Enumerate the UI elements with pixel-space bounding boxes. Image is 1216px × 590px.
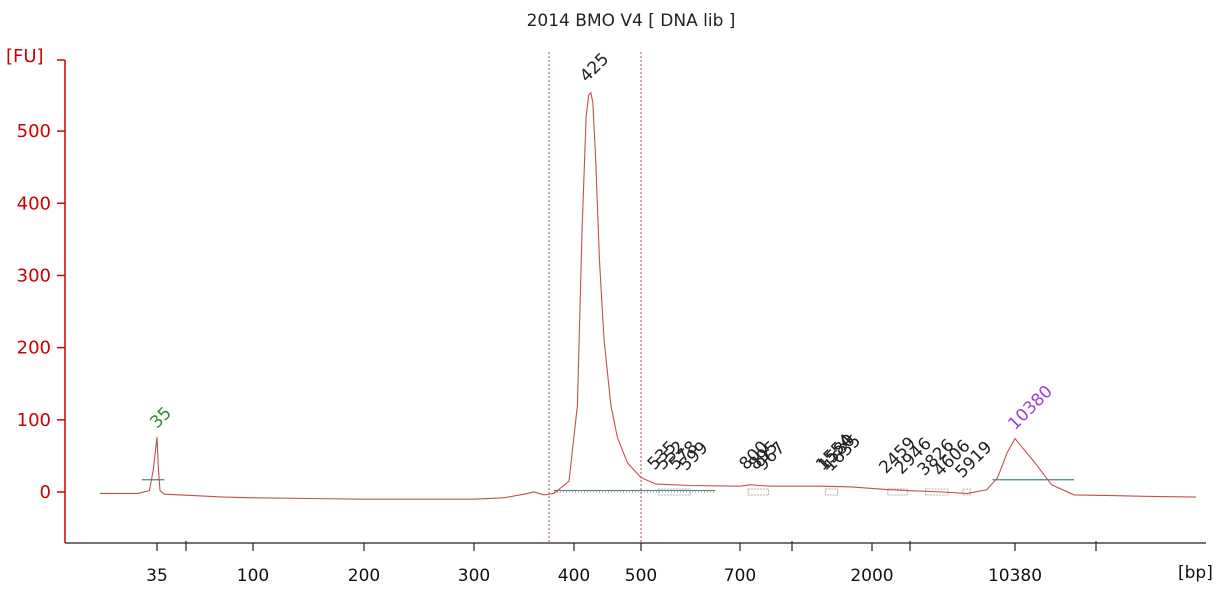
x-axis-unit-label: [bp]	[1178, 563, 1213, 583]
y-tick-label: 0	[40, 482, 51, 503]
y-tick-label: 500	[17, 121, 51, 142]
x-tick-label: 2000	[850, 566, 893, 586]
x-tick-label: 100	[237, 566, 269, 586]
y-tick-label: 200	[17, 338, 51, 359]
peak-window-box	[887, 488, 908, 496]
x-tick-label: 400	[558, 566, 590, 586]
marker-peak-label: 35	[146, 403, 175, 432]
peak-label: 425	[576, 49, 613, 86]
peak-window-box	[747, 488, 769, 496]
marker-peak-label: 10380	[1004, 382, 1056, 434]
y-tick-label: 100	[17, 410, 51, 431]
y-tick-label: 300	[17, 265, 51, 286]
electropherogram-trace	[100, 91, 1197, 500]
x-tick-label: 500	[625, 566, 657, 586]
plot-area: 0 100 200 300 400 500 35 100 200 300 400 500 700 2000…	[17, 49, 1206, 586]
peak-window-box	[962, 488, 971, 496]
x-tick-label: 35	[146, 566, 168, 586]
x-tick-label: 300	[458, 566, 490, 586]
peak-window-box	[824, 488, 838, 496]
y-tick-label: 400	[17, 193, 51, 214]
y-axis-unit-label: [FU]	[6, 46, 44, 67]
chart-title: 2014 BMO V4 [ DNA lib ]	[527, 11, 736, 31]
x-tick-label: 200	[348, 566, 380, 586]
peak-window-box	[657, 488, 691, 496]
x-tick-label: 10380	[988, 566, 1042, 586]
x-tick-label: 700	[724, 566, 756, 586]
